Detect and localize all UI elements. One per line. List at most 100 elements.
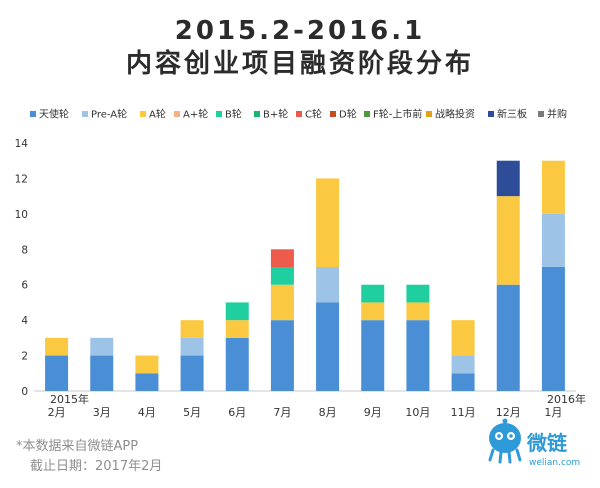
- legend-label: C轮: [305, 108, 322, 121]
- brand-name: 微链: [526, 431, 568, 455]
- legend-item: F轮-上市前: [364, 108, 422, 121]
- bar-segment: [180, 337, 204, 356]
- bar-segment: [135, 355, 159, 374]
- bar-stack: [45, 337, 69, 391]
- bar-stack: [361, 284, 385, 391]
- legend-swatch: [174, 111, 180, 117]
- chart-subtitle: 内容创业项目融资阶段分布: [126, 48, 474, 79]
- bar-segment: [541, 160, 565, 214]
- y-tick-label: 12: [15, 173, 28, 185]
- x-tick-label: 11月: [451, 406, 476, 419]
- bar-segment: [316, 178, 340, 267]
- bar-segment: [270, 320, 294, 391]
- bar-segment: [451, 355, 475, 374]
- legend-swatch: [538, 111, 544, 117]
- bar-segment: [451, 373, 475, 391]
- bar-stack: [225, 302, 249, 391]
- legend-item: D轮: [330, 108, 357, 121]
- bar-segment: [361, 320, 385, 391]
- legend-label: B+轮: [263, 108, 288, 121]
- y-tick-label: 2: [21, 351, 28, 363]
- x-axis: 2月 3月 4月 5月 6月 7月 8月 9月 10月 11月 12月 1月: [48, 406, 563, 419]
- legend-label: B轮: [225, 108, 242, 121]
- legend-swatch: [488, 111, 494, 117]
- bar-segment: [541, 213, 565, 267]
- x-tick-label: 7月: [273, 406, 291, 419]
- bar-stack: [496, 160, 520, 391]
- bar-segment: [45, 337, 69, 356]
- bar-segment: [316, 267, 340, 303]
- chart-title: 2015.2-2016.1: [175, 16, 425, 46]
- legend-label: F轮-上市前: [373, 108, 422, 121]
- bar-segment: [225, 320, 249, 338]
- y-tick-label: 0: [21, 386, 28, 398]
- legend-item: A轮: [140, 108, 166, 121]
- legend-item: C轮: [296, 108, 322, 121]
- legend-item: B+轮: [254, 108, 288, 121]
- legend-label: 战略投资: [435, 108, 475, 121]
- welian-logo: 微链 welian.com: [488, 418, 580, 468]
- legend-swatch: [426, 111, 432, 117]
- x-tick-label: 1月: [544, 406, 562, 419]
- legend-swatch: [82, 111, 88, 117]
- legend-label: A+轮: [183, 108, 208, 121]
- legend-item: Pre-A轮: [82, 108, 127, 121]
- y-tick-label: 14: [15, 138, 29, 150]
- bars: [45, 160, 565, 391]
- robot-mascot-icon: [488, 418, 522, 464]
- bar-segment: [180, 320, 204, 338]
- legend-label: Pre-A轮: [91, 108, 127, 121]
- bar-segment: [406, 320, 430, 391]
- y-tick-label: 10: [15, 209, 28, 221]
- bar-stack: [451, 320, 475, 391]
- x-tick-label: 9月: [364, 406, 382, 419]
- source-note: *本数据来自微链APP: [16, 439, 138, 454]
- legend-label: D轮: [339, 108, 357, 121]
- legend-label: 新三板: [497, 108, 527, 121]
- x-tick-label: 5月: [183, 406, 201, 419]
- bar-segment: [496, 160, 520, 197]
- legend-swatch: [140, 111, 146, 117]
- legend-swatch: [30, 111, 36, 117]
- legend-swatch: [216, 111, 222, 117]
- cutoff-date: 截止日期：2017年2月: [30, 459, 162, 474]
- legend: 天使轮 Pre-A轮 A轮 A+轮 B轮 B+轮 C轮 D轮 F轮-上市前 战略投资 新三板 并购: [30, 108, 567, 121]
- legend-item: 战略投资: [426, 108, 475, 121]
- legend-item: 并购: [538, 108, 567, 121]
- bar-segment: [180, 355, 204, 391]
- x-tick-label: 4月: [138, 406, 156, 419]
- bar-segment: [270, 267, 294, 285]
- legend-swatch: [364, 111, 370, 117]
- bar-segment: [45, 355, 69, 391]
- bar-segment: [361, 284, 385, 303]
- legend-swatch: [296, 111, 302, 117]
- bar-stack: [135, 355, 159, 391]
- legend-label: 天使轮: [39, 108, 69, 121]
- legend-label: 并购: [547, 108, 567, 121]
- legend-label: A轮: [149, 108, 166, 121]
- bar-segment: [496, 196, 520, 285]
- brand-site: welian.com: [529, 458, 580, 468]
- bar-segment: [90, 355, 114, 391]
- bar-stack: [541, 160, 565, 391]
- bar-segment: [135, 373, 159, 391]
- bar-segment: [541, 267, 565, 391]
- bar-segment: [225, 337, 249, 391]
- bar-segment: [270, 249, 294, 267]
- x-year-end: 2016年: [547, 392, 586, 406]
- x-tick-label: 2月: [48, 406, 66, 419]
- x-tick-label: 8月: [319, 406, 337, 419]
- legend-swatch: [254, 111, 260, 117]
- bar-segment: [225, 302, 249, 321]
- bar-stack: [406, 284, 430, 391]
- bar-segment: [316, 302, 340, 391]
- bar-stack: [180, 320, 204, 391]
- bar-segment: [451, 320, 475, 356]
- bar-segment: [270, 284, 294, 321]
- x-tick-label: 6月: [228, 406, 246, 419]
- bar-segment: [90, 337, 114, 356]
- x-tick-label: 12月: [496, 406, 521, 419]
- legend-item: 新三板: [488, 108, 527, 121]
- bar-segment: [406, 302, 430, 321]
